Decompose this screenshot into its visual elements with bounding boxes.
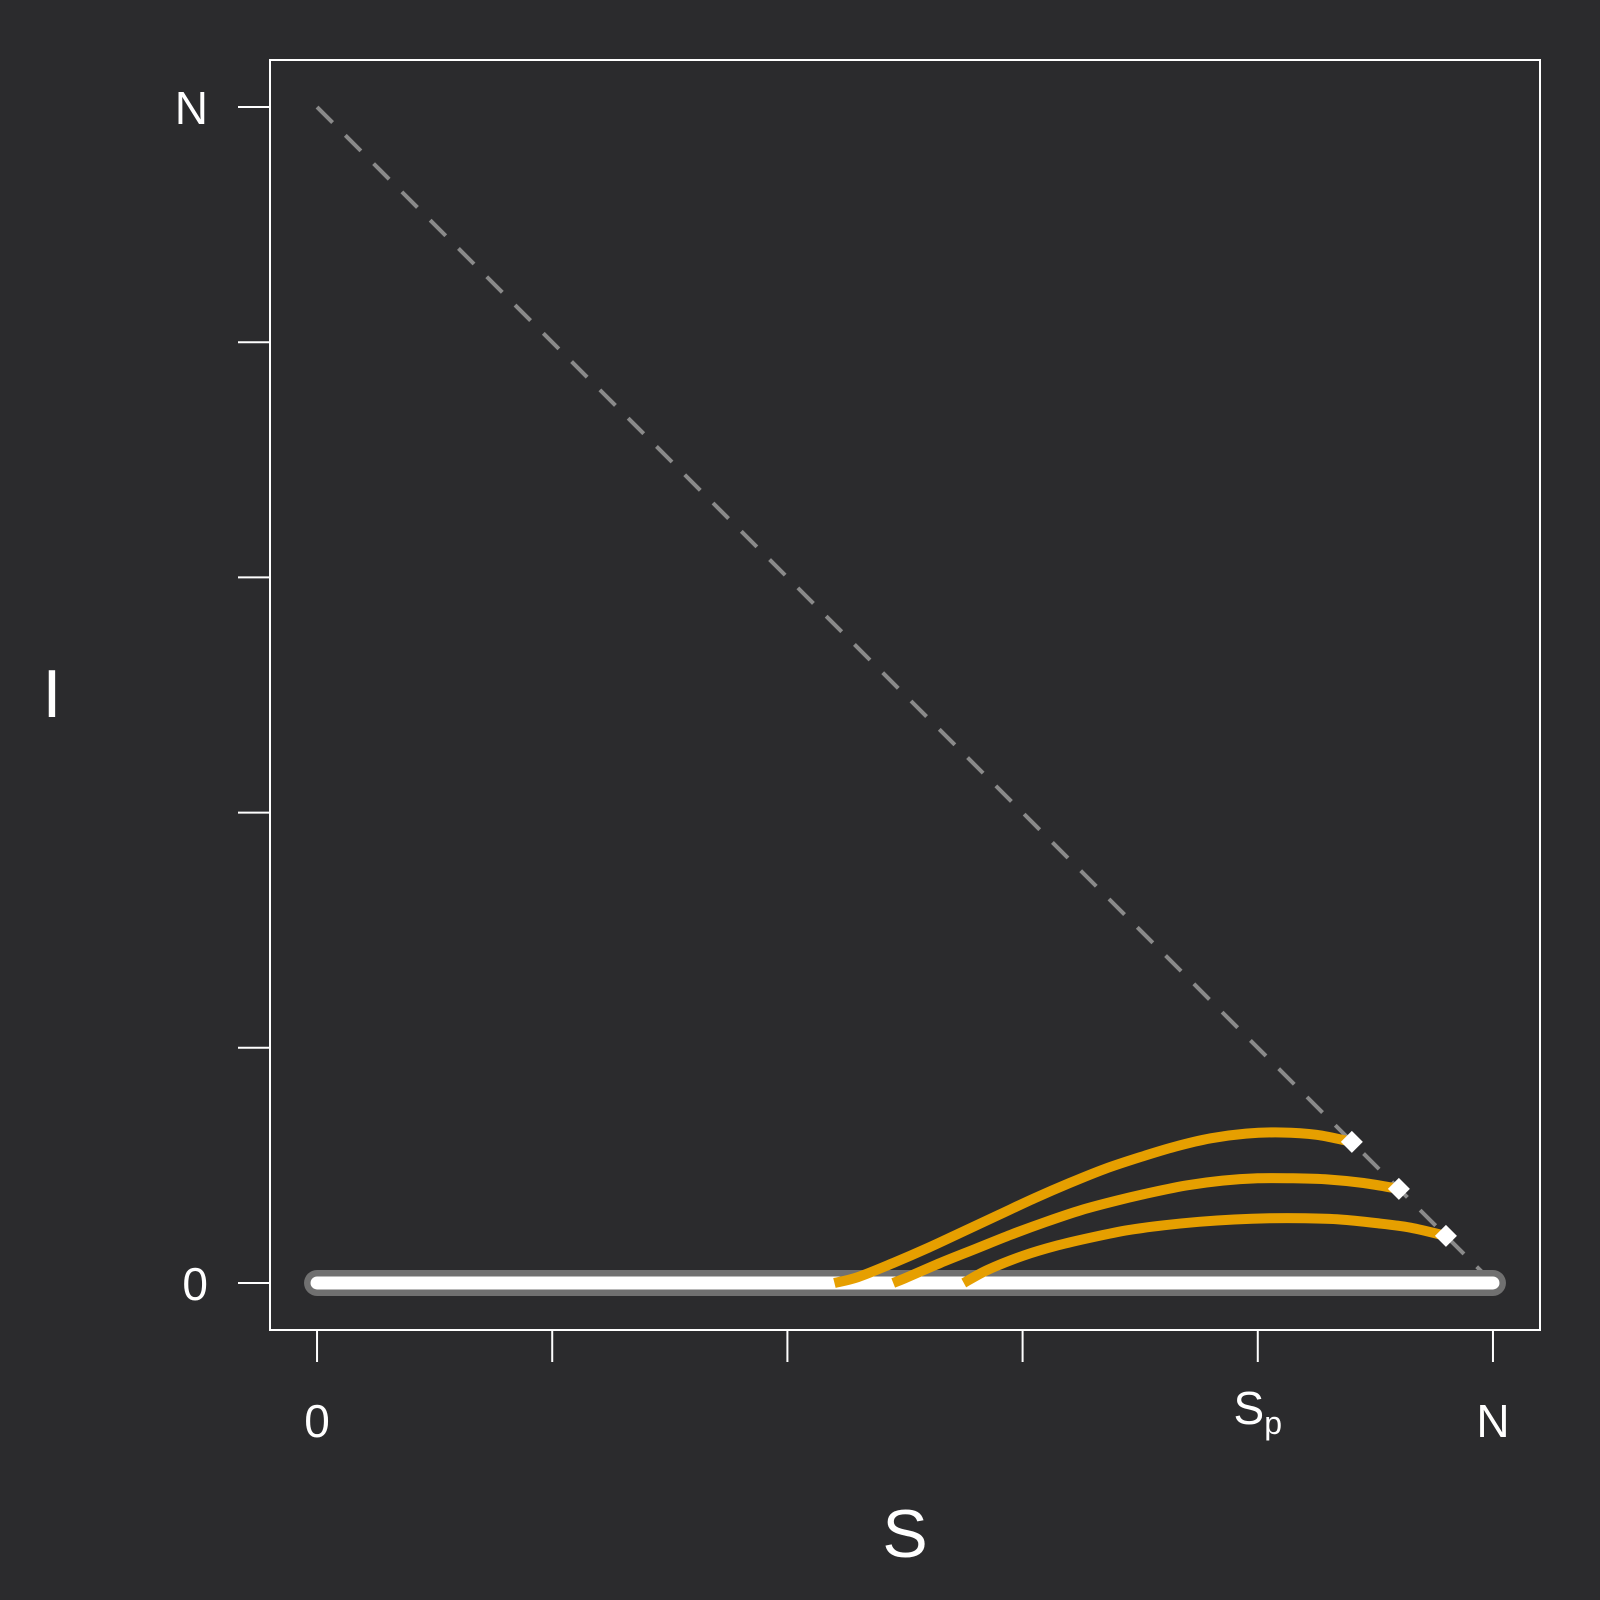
start-point-1 — [1340, 1130, 1363, 1153]
x-tick-label-4: Sp — [1234, 1382, 1282, 1441]
y-tick-label-0: 0 — [182, 1258, 208, 1310]
trajectory-1 — [833, 1127, 1353, 1288]
y-axis-label: I — [43, 656, 62, 732]
start-point-2 — [1387, 1177, 1410, 1200]
trajectory-2 — [891, 1173, 1400, 1288]
start-point-3 — [1434, 1224, 1457, 1247]
trajectory-3 — [961, 1213, 1448, 1288]
x-axis-label: S — [882, 1496, 927, 1572]
x-tick-label-0: 0 — [304, 1395, 330, 1447]
y-tick-label-5: N — [175, 82, 208, 134]
x-tick-label-5: N — [1476, 1395, 1509, 1447]
total-population-line — [315, 105, 1495, 1285]
plot-frame — [269, 59, 1541, 1331]
